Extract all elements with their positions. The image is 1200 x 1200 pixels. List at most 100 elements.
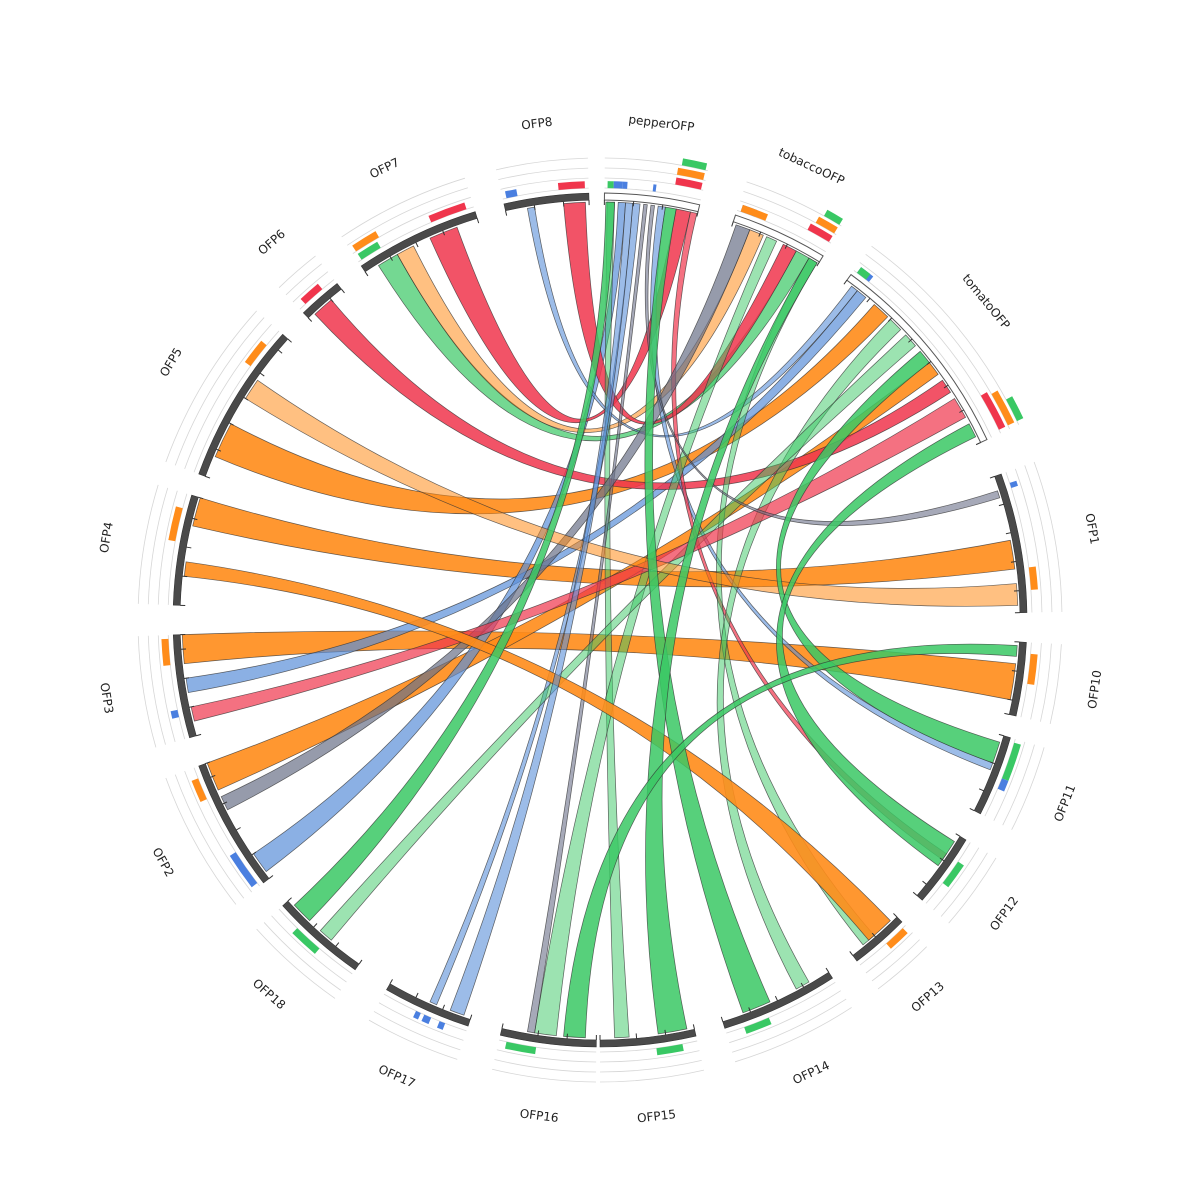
segment-label-ofp14: OFP14 (791, 1058, 832, 1087)
segment-label-ofp16: OFP16 (519, 1106, 559, 1125)
link-ofp12-tomatoofp-26 (776, 423, 977, 867)
grid-arc-ofp11-2 (1002, 744, 1035, 826)
track-bar-pepperofp-5 (676, 167, 705, 180)
segment-tick-ofp1-4 (1010, 561, 1016, 563)
segment-label-ofp4: OFP4 (97, 521, 116, 554)
grid-arc-ofp1-1 (1014, 468, 1043, 613)
grid-arc-ofp13-2 (871, 939, 920, 982)
segment-tick-ofp6-1 (341, 288, 345, 294)
track-bar-pepperofp-4 (675, 177, 703, 190)
segment-tick-ofp2-0 (268, 875, 274, 879)
track-bar-ofp5-0 (244, 340, 267, 367)
segment-label-ofp11: OFP11 (1051, 782, 1078, 823)
segment-tick-ofp14-3 (774, 995, 778, 1001)
segment-tick-tomatoofp-6 (943, 384, 949, 389)
grid-arc-ofp14-0 (726, 981, 836, 1034)
segment-tick-ofp16-1 (501, 1023, 504, 1029)
segment-label-ofp7: OFP7 (367, 155, 401, 181)
grid-arc-ofp7-2 (347, 187, 468, 246)
link-ofp1-pepperofp-23 (644, 204, 1001, 526)
grid-arc-ofp3-0 (167, 635, 186, 740)
grid-arc-ofp5-0 (193, 330, 280, 473)
segment-label-ofp15: OFP15 (636, 1107, 676, 1125)
grid-arc-ofp13-0 (859, 925, 906, 966)
grid-arc-pepperofp-1 (604, 177, 704, 191)
segment-tick-ofp3-2 (189, 705, 195, 708)
grid-arc-ofp18-3 (256, 928, 336, 999)
segment-tick-ofp5-3 (228, 422, 234, 426)
segment-tick-ofp10-1 (1004, 712, 1010, 715)
track-bar-ofp11-1 (997, 778, 1009, 792)
track-bar-pepperofp-6 (681, 158, 708, 171)
segment-tick-ofp1-0 (989, 475, 995, 479)
grid-arc-ofp12-3 (948, 857, 997, 924)
segment-tick-ofp13-0 (893, 913, 898, 918)
grid-arc-ofp12-0 (925, 842, 971, 904)
link-ofp16-ofp10-30 (563, 643, 1018, 1039)
tracks (161, 158, 1038, 1056)
segment-tick-tomatoofp-3 (887, 317, 893, 322)
segment-label-ofp6: OFP6 (255, 227, 288, 258)
segment-tick-ofp15-2 (664, 1029, 667, 1035)
grid-arc-ofp1-0 (1005, 472, 1033, 613)
segment-tick-ofp15-0 (692, 1024, 695, 1030)
segment-tick-ofp14-1 (720, 1016, 724, 1022)
grid-arc-ofp17-2 (373, 1011, 461, 1051)
segment-tick-ofp17-0 (469, 1014, 473, 1020)
grid-arc-ofp8-2 (498, 167, 589, 180)
segment-tick-tomatoofp-1 (975, 442, 981, 446)
grid-arc-ofp5-1 (184, 323, 272, 469)
segment-tick-ofp1-3 (1005, 532, 1011, 535)
track-bar-ofp17-2 (413, 1010, 421, 1020)
track-bar-tomatoofp-2 (980, 392, 1006, 430)
segment-label-ofp18: OFP18 (250, 976, 288, 1012)
grid-arc-tomatoofp-0 (853, 270, 992, 438)
segment-label-ofp8: OFP8 (520, 115, 553, 133)
grid-arc-ofp18-0 (278, 908, 353, 975)
grid-arc-ofp13-1 (865, 932, 913, 974)
segment-tick-ofp11-1 (969, 807, 975, 812)
segment-label-pepperofp: pepperOFP (628, 112, 695, 134)
segment-tick-ofp5-2 (216, 448, 222, 452)
track-bar-ofp3-0 (170, 709, 180, 719)
track-bar-pepperofp-3 (652, 184, 657, 192)
track-bar-tobaccoofp-4 (823, 209, 843, 225)
grid-arc-ofp5-2 (174, 317, 265, 466)
segment-tick-ofp7-1 (476, 218, 480, 224)
segment-tick-tomatoofp-0 (843, 279, 848, 285)
segment-tick-tomatoofp-4 (908, 338, 913, 343)
grid-arc-ofp10-0 (1020, 642, 1032, 718)
segment-label-ofp2: OFP2 (149, 845, 176, 879)
track-bar-pepperofp-1 (613, 181, 623, 189)
segment-tick-ofp2-3 (236, 827, 241, 831)
grid-arc-tobaccoofp-2 (743, 190, 837, 235)
track-bar-ofp7-2 (428, 202, 467, 223)
segment-labels: pepperOFP tobaccoOFP tomatoOFP OFP1 OFP10 OFP… (97, 112, 1104, 1125)
grid-arc-tobaccoofp-1 (740, 200, 832, 244)
link-ofp6-tomatoofp-6 (314, 299, 952, 490)
segment-tick-ofp2-2 (251, 851, 257, 856)
link-ofp4-ofp1-1 (192, 497, 1016, 588)
segment-label-ofp13: OFP13 (908, 979, 947, 1015)
segment-tick-ofp11-2 (989, 761, 995, 765)
segment-tick-tomatoofp-7 (959, 409, 964, 413)
segment-tick-ofp2-4 (222, 801, 228, 805)
grid-arc-tobaccoofp-0 (736, 209, 826, 253)
segment-tick-ofp12-1 (912, 891, 918, 896)
segment-tick-ofp4-4 (192, 517, 198, 521)
segment-tick-ofp18-3 (313, 923, 318, 928)
segment-label-ofp17: OFP17 (376, 1062, 417, 1091)
track-bar-ofp3-1 (161, 638, 171, 666)
grid-arc-ofp12-1 (933, 847, 980, 911)
track-bar-tobaccoofp-3 (815, 216, 838, 234)
segment-tick-ofp7-4 (442, 230, 446, 236)
grid-arc-ofp2-2 (174, 774, 245, 899)
grid-arc-ofp11-1 (993, 741, 1026, 821)
segment-tick-ofp18-2 (335, 942, 340, 947)
track-bar-tomatoofp-3 (991, 390, 1015, 426)
segment-tick-ofp17-3 (415, 992, 419, 998)
segment-tick-ofp12-2 (939, 857, 945, 862)
segment-tick-ofp4-1 (198, 496, 204, 500)
grid-arc-tomatoofp-1 (859, 262, 1001, 434)
